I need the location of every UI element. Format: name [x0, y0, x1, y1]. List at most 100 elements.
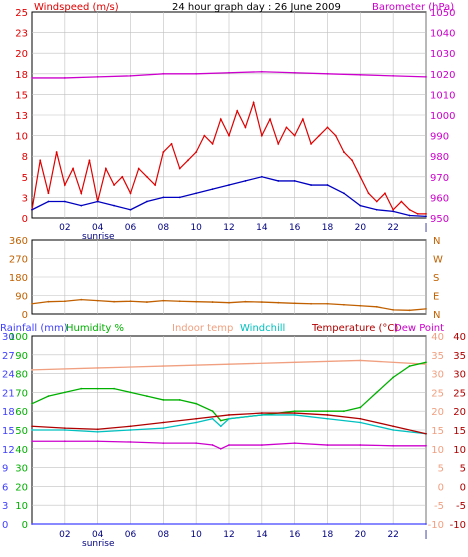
wind-point-gust — [203, 134, 206, 137]
legend-indoortemp: Indoor temp — [172, 323, 233, 334]
wind-point-average — [31, 208, 33, 211]
compass-tick-label: N — [433, 310, 440, 321]
x-tick-label-top: 20 — [355, 223, 367, 233]
humidity-tick-label: 20 — [15, 482, 28, 493]
x-tick-label-bottom: 06 — [125, 530, 137, 540]
temp-left-tick-label: 25 — [431, 388, 444, 399]
wind-point-gust — [113, 184, 115, 186]
wind-point-average — [80, 204, 83, 207]
windspeed-tick-label: 10 — [15, 132, 28, 143]
direction-point — [228, 301, 230, 304]
temp-point-indoortemp — [31, 368, 33, 371]
rain-tick-label: 21 — [2, 388, 15, 399]
chart-title: 24 hour graph day : 26 June 2009 — [172, 2, 341, 13]
direction-point — [195, 300, 198, 303]
wind-point-average — [392, 210, 395, 213]
temp-point-dewpoint — [359, 444, 362, 446]
wind-point-average — [244, 180, 247, 182]
temp-point-windchill — [63, 429, 66, 431]
temp-point-windchill — [219, 425, 222, 428]
temp-point-temperature — [162, 421, 165, 424]
wind-point-gust — [170, 142, 173, 145]
wind-point-average — [129, 208, 132, 211]
x-tick-label-top: | — [424, 223, 427, 233]
wind-point-average — [96, 200, 99, 203]
temp-point-humidity — [359, 406, 362, 409]
wind-point-gust — [301, 118, 304, 121]
wind-point-gust — [367, 192, 370, 195]
wind-point-average — [63, 200, 66, 203]
direction-point — [343, 303, 345, 306]
rain-tick-label: 24 — [2, 370, 15, 381]
x-tick-label-bottom: 16 — [289, 530, 301, 540]
temp-left-tick-label: 35 — [431, 351, 444, 362]
temp-point-humidity — [326, 410, 329, 413]
direction-point — [310, 302, 312, 305]
wind-point-gust — [351, 159, 354, 162]
temp-point-humidity — [219, 419, 222, 422]
wind-point-gust — [334, 134, 337, 137]
temp-right-tick-label: 30 — [453, 370, 466, 381]
legend-dewpoint: Dew Point — [394, 323, 444, 334]
temp-right-tick-label: -10 — [450, 520, 466, 531]
temp-point-humidity — [293, 410, 296, 413]
legend-humidity: Humidity % — [66, 323, 124, 334]
humidity-tick-label: 100 — [9, 332, 28, 343]
barometer-tick-label: 970 — [430, 173, 449, 184]
temp-point-humidity — [162, 399, 165, 401]
wind-point-gust — [80, 192, 83, 195]
wind-point-gust — [318, 134, 321, 137]
temp-left-tick-label: 5 — [438, 464, 444, 475]
x-tick-label-top: 16 — [289, 223, 301, 233]
barometer-tick-label: 1040 — [430, 29, 455, 40]
direction-point — [211, 301, 214, 303]
wind-point-gust — [375, 200, 378, 203]
temp-point-humidity — [375, 391, 378, 394]
wind-point-gust — [293, 134, 296, 137]
windspeed-axis-title: Windspeed (m/s) — [34, 2, 119, 13]
temp-point-windchill — [211, 417, 214, 420]
wind-point-barometer — [129, 74, 132, 77]
legend-temperature: Temperature (°C) — [311, 323, 398, 334]
compass-tick-label: E — [433, 292, 439, 303]
x-tick-label-bottom: 22 — [387, 530, 398, 540]
rain-tick-label: 12 — [2, 445, 15, 456]
wind-point-gust — [252, 101, 255, 104]
direction-point — [375, 305, 378, 308]
temp-point-humidity — [31, 402, 33, 405]
temp-point-rainfall — [425, 523, 427, 525]
sunrise-label-1: sunrise — [82, 232, 115, 242]
temp-point-temperature — [195, 417, 198, 420]
wind-point-gust — [178, 167, 181, 170]
temp-point-humidity — [211, 410, 214, 413]
temp-point-dewpoint — [211, 444, 214, 446]
wind-point-average — [375, 208, 378, 211]
wind-point-gust — [408, 208, 411, 211]
direction-point — [96, 299, 99, 302]
temp-point-indoortemp — [96, 367, 99, 369]
temp-point-humidity — [146, 395, 148, 398]
x-tick-label-bottom: 02 — [59, 530, 70, 540]
direction-point — [63, 300, 66, 303]
temp-point-temperature — [359, 417, 362, 420]
x-tick-label-top: 18 — [322, 223, 334, 233]
wind-point-gust — [425, 212, 427, 215]
humidity-tick-label: 30 — [15, 464, 28, 475]
wind-point-average — [260, 175, 263, 178]
temp-point-temperature — [31, 425, 33, 428]
rain-tick-label: 27 — [2, 351, 15, 362]
temp-point-dewpoint — [425, 444, 427, 447]
windspeed-tick-label: 13 — [15, 111, 28, 122]
wind-point-average — [293, 180, 296, 182]
direction-point — [129, 300, 132, 303]
temp-right-tick-label: 5 — [460, 464, 466, 475]
humidity-tick-label: 60 — [15, 407, 28, 418]
windspeed-tick-label: 5 — [22, 173, 28, 184]
temp-point-windchill — [96, 430, 99, 433]
humidity-tick-label: 70 — [15, 388, 28, 399]
wind-point-gust — [121, 175, 124, 178]
x-tick-label-top: 02 — [59, 223, 70, 233]
wind-point-gust — [310, 142, 312, 145]
wind-point-average — [408, 214, 411, 217]
